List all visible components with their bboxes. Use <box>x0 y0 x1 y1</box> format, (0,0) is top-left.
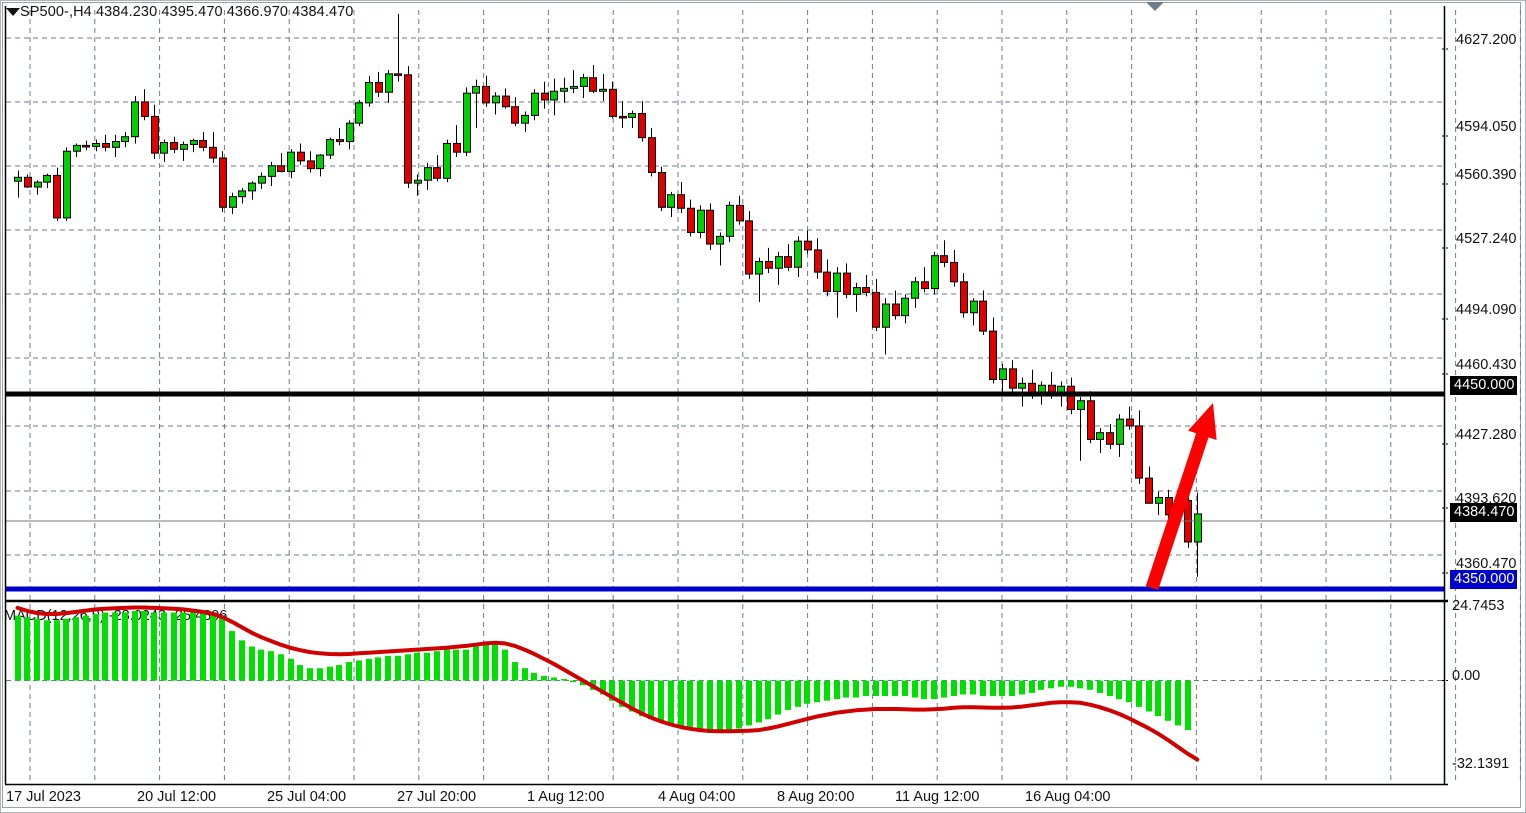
symbol-ohlc-label: SP500-,H4 4384.230 4395.470 4366.970 438… <box>20 4 354 20</box>
price-axis-label-3: 4527.240 <box>1456 231 1517 247</box>
macd-axis-label-0: 24.7453 <box>1452 598 1505 614</box>
triangle-down-icon[interactable] <box>1146 2 1164 11</box>
price-tag-4384-470[interactable]: 4384.470 <box>1450 503 1518 522</box>
price-axis-label-8: 4360.470 <box>1456 556 1517 572</box>
macd-axis-label-2: -32.1391 <box>1452 756 1510 772</box>
time-axis-label-5: 4 Aug 04:00 <box>658 789 736 805</box>
price-tag-4450-000[interactable]: 4450.000 <box>1450 376 1518 395</box>
time-axis-label-1: 20 Jul 12:00 <box>137 789 217 805</box>
macd-pane <box>6 605 1444 762</box>
triangle-down-icon[interactable] <box>6 8 20 16</box>
time-axis-label-8: 16 Aug 04:00 <box>1025 789 1111 805</box>
time-axis-label-3: 27 Jul 20:00 <box>397 789 477 805</box>
time-axis-label-0: 17 Jul 2023 <box>6 789 81 805</box>
candlestick-series <box>14 13 1202 577</box>
price-level-lines <box>6 391 1444 592</box>
price-tag-4350-000[interactable]: 4350.000 <box>1450 570 1518 589</box>
price-axis-label-4: 4494.090 <box>1456 302 1517 318</box>
price-axis-label-0: 4627.200 <box>1456 32 1517 48</box>
axis-frames <box>4 6 1450 786</box>
time-axis-label-6: 8 Aug 20:00 <box>777 789 855 805</box>
time-axis-label-7: 11 Aug 12:00 <box>895 789 980 805</box>
chart-canvas[interactable] <box>4 4 1522 809</box>
macd-axis-label-1: 0.00 <box>1452 668 1481 684</box>
time-axis-label-2: 25 Jul 04:00 <box>267 789 347 805</box>
price-axis-label-1: 4594.050 <box>1456 119 1517 135</box>
price-axis-label-2: 4560.390 <box>1456 167 1517 183</box>
time-axis-label-4: 1 Aug 12:00 <box>527 789 605 805</box>
price-axis-label-5: 4460.430 <box>1456 357 1517 373</box>
arrow-annotation[interactable] <box>1145 403 1217 591</box>
price-axis-label-6: 4427.280 <box>1456 427 1517 443</box>
